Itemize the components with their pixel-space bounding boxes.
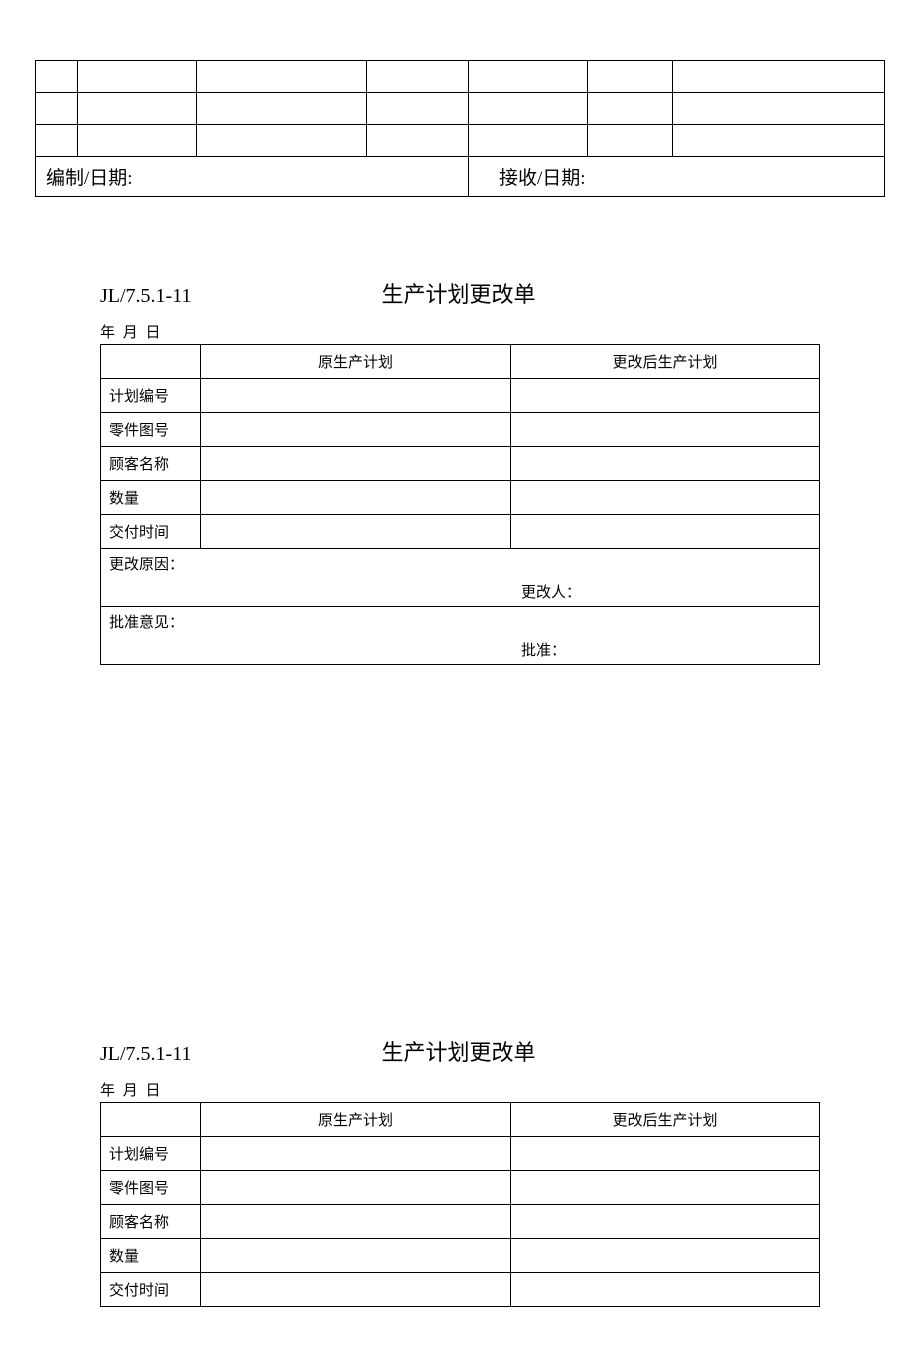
cell-original	[201, 1273, 511, 1307]
cell-after	[511, 379, 820, 413]
cell-original	[201, 413, 511, 447]
label-plan-no: 计划编号	[101, 1137, 201, 1171]
label-plan-no: 计划编号	[101, 379, 201, 413]
cell-original	[201, 447, 511, 481]
doc-title: 生产计划更改单	[381, 1035, 535, 1067]
cell-after	[511, 481, 820, 515]
row-customer: 顾客名称	[101, 1205, 820, 1239]
date-line: 年 月 日	[100, 1079, 885, 1100]
header-after: 更改后生产计划	[511, 1103, 820, 1137]
label-approval: 批准意见：	[109, 611, 184, 632]
cell-after	[511, 515, 820, 549]
label-change-reason: 更改原因：	[109, 553, 184, 574]
table-row	[36, 125, 885, 157]
header-row: 原生产计划 更改后生产计划	[101, 345, 820, 379]
row-part-no: 零件图号	[101, 413, 820, 447]
cell-after	[511, 1171, 820, 1205]
received-date-label: 接收/日期:	[468, 157, 884, 197]
date-line: 年 月 日	[100, 321, 885, 342]
row-quantity: 数量	[101, 1239, 820, 1273]
compiled-date-label: 编制/日期:	[36, 157, 469, 197]
doc-code: JL/7.5.1-11	[100, 285, 191, 308]
cell-after	[511, 1239, 820, 1273]
row-delivery: 交付时间	[101, 1273, 820, 1307]
label-changed-by: 更改人：	[521, 581, 581, 602]
cell-original	[201, 515, 511, 549]
table-row	[36, 61, 885, 93]
cell-original	[201, 379, 511, 413]
label-quantity: 数量	[101, 1239, 201, 1273]
label-quantity: 数量	[101, 481, 201, 515]
row-plan-no: 计划编号	[101, 379, 820, 413]
form2-header: JL/7.5.1-11 生产计划更改单	[100, 1035, 820, 1067]
row-plan-no: 计划编号	[101, 1137, 820, 1171]
header-row: 原生产计划 更改后生产计划	[101, 1103, 820, 1137]
doc-code: JL/7.5.1-11	[100, 1043, 191, 1066]
cell-after	[511, 1205, 820, 1239]
header-after: 更改后生产计划	[511, 345, 820, 379]
header-original: 原生产计划	[201, 1103, 511, 1137]
cell-after	[511, 1273, 820, 1307]
label-part-no: 零件图号	[101, 413, 201, 447]
row-change-reason: 更改原因： 更改人：	[101, 549, 820, 607]
change-form-1: 原生产计划 更改后生产计划 计划编号 零件图号 顾客名称 数量 交付时间 更改原…	[100, 344, 820, 665]
cell-after	[511, 1137, 820, 1171]
doc-title: 生产计划更改单	[381, 277, 535, 309]
cell-after	[511, 447, 820, 481]
form1-header: JL/7.5.1-11 生产计划更改单	[100, 277, 820, 309]
row-delivery: 交付时间	[101, 515, 820, 549]
section-gap	[35, 665, 885, 955]
label-part-no: 零件图号	[101, 1171, 201, 1205]
header-original: 原生产计划	[201, 345, 511, 379]
label-customer: 顾客名称	[101, 447, 201, 481]
cell-original	[201, 1239, 511, 1273]
row-approval: 批准意见： 批准：	[101, 607, 820, 665]
row-quantity: 数量	[101, 481, 820, 515]
label-delivery: 交付时间	[101, 1273, 201, 1307]
label-delivery: 交付时间	[101, 515, 201, 549]
cell-after	[511, 413, 820, 447]
row-part-no: 零件图号	[101, 1171, 820, 1205]
label-customer: 顾客名称	[101, 1205, 201, 1239]
label-approved-by: 批准：	[521, 639, 566, 660]
cell-original	[201, 481, 511, 515]
cell-original	[201, 1137, 511, 1171]
cell-original	[201, 1205, 511, 1239]
change-form-2: 原生产计划 更改后生产计划 计划编号 零件图号 顾客名称 数量 交付时间	[100, 1102, 820, 1307]
footer-row: 编制/日期: 接收/日期:	[36, 157, 885, 197]
top-table: 编制/日期: 接收/日期:	[35, 60, 885, 197]
cell-original	[201, 1171, 511, 1205]
row-customer: 顾客名称	[101, 447, 820, 481]
table-row	[36, 93, 885, 125]
